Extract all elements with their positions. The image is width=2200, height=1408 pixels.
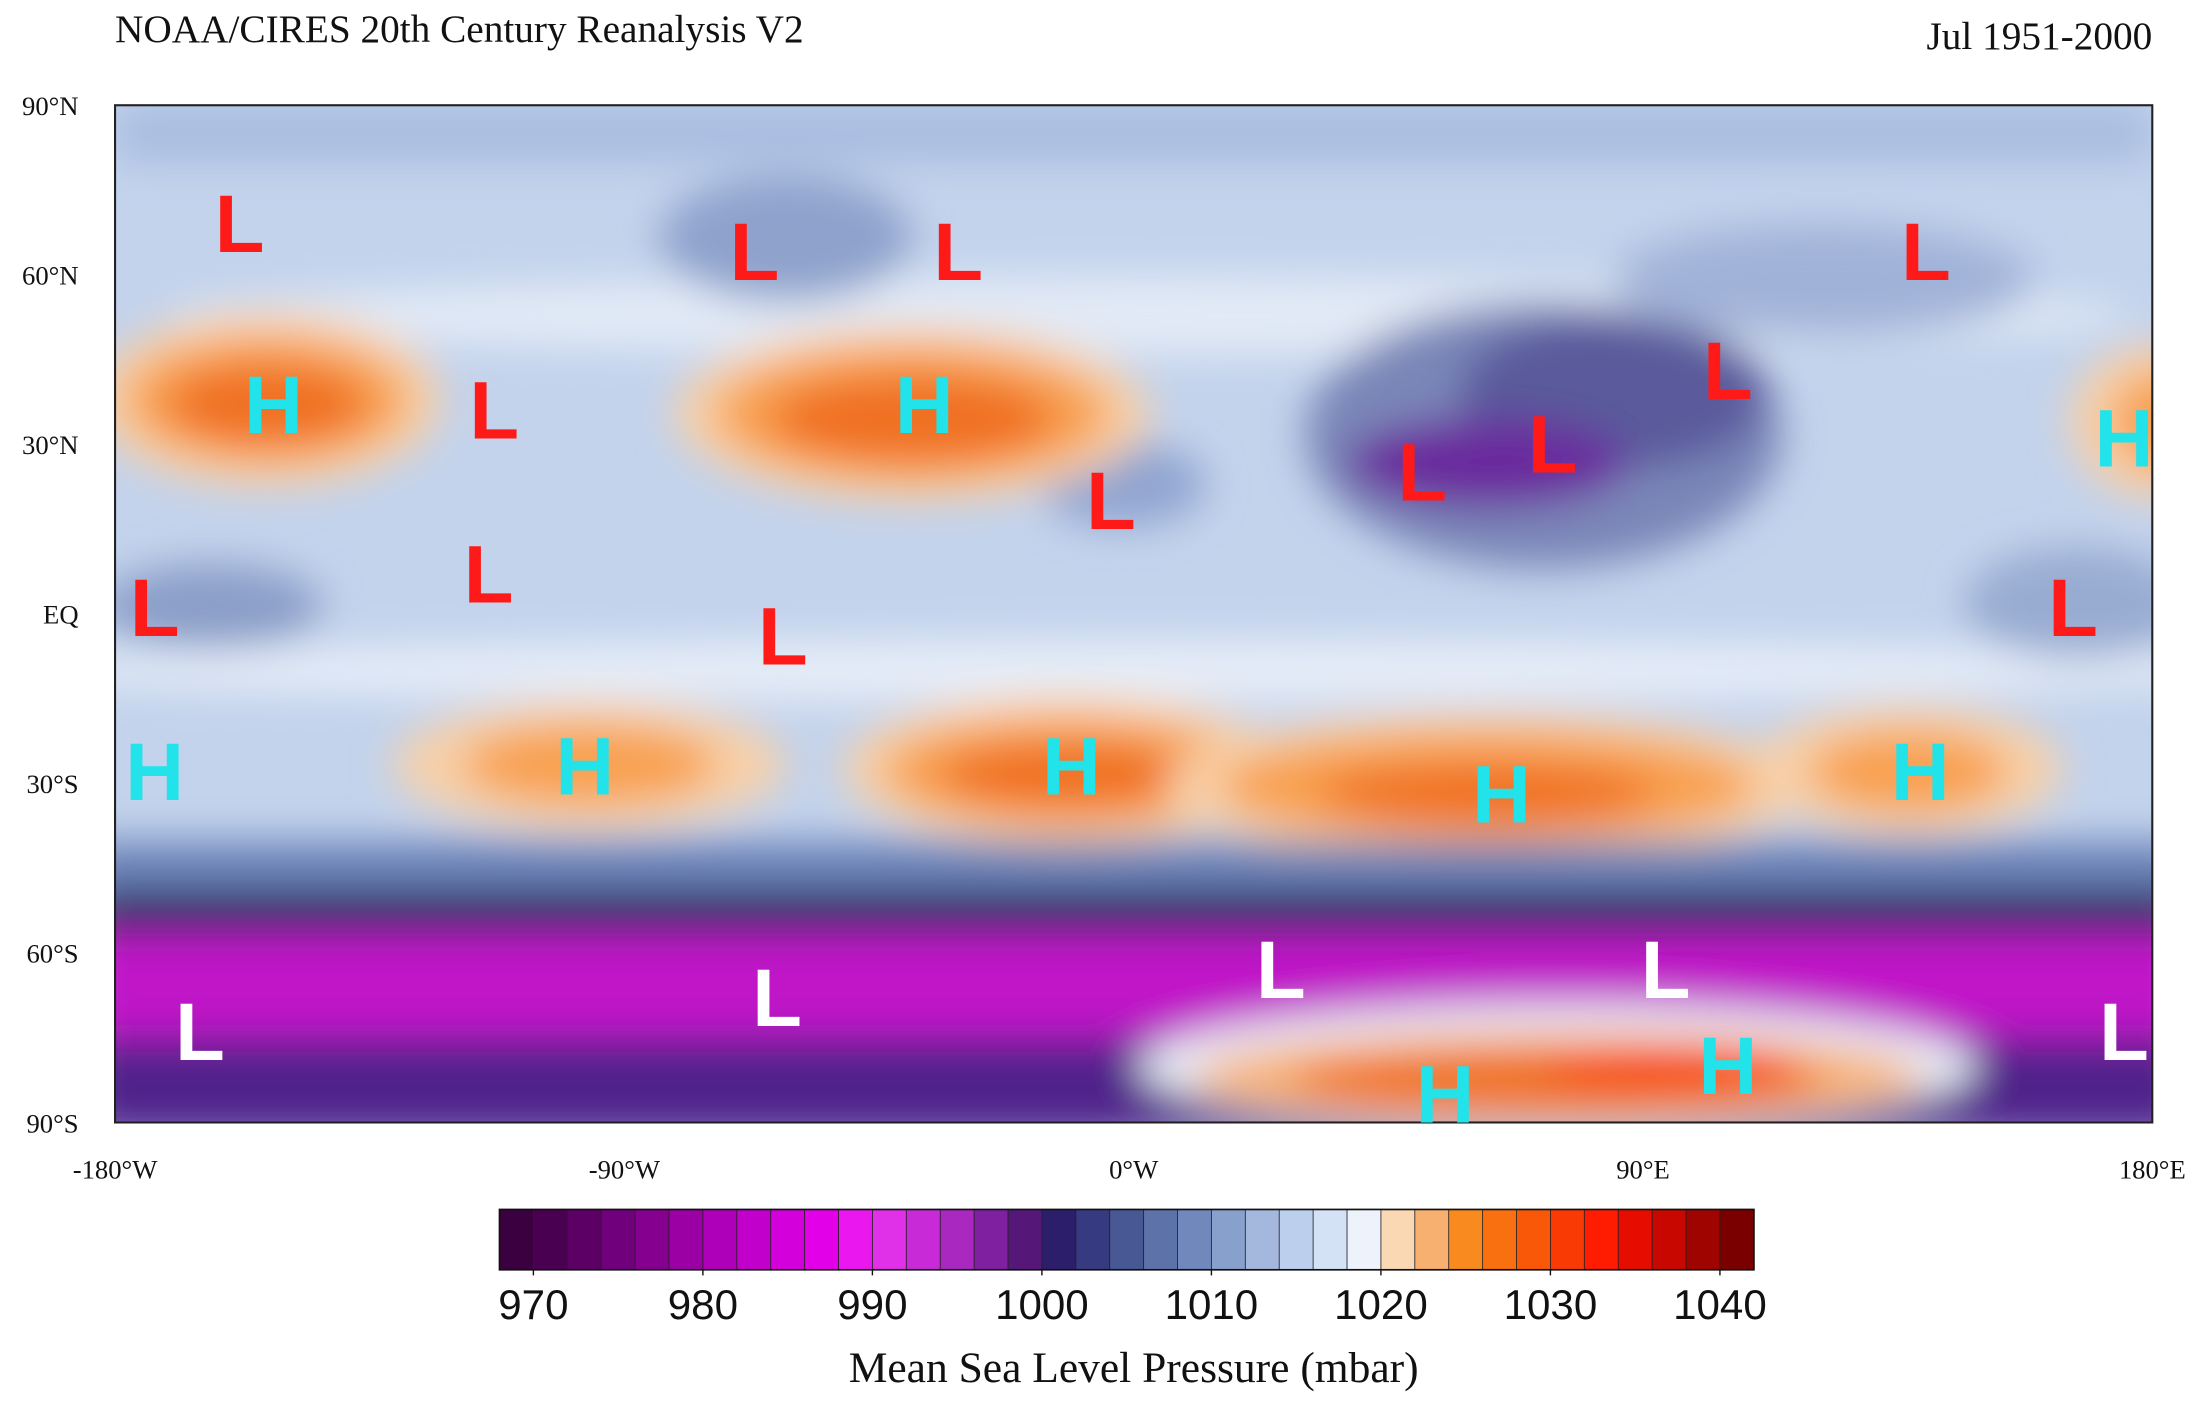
colorbar-box <box>905 1209 942 1271</box>
pressure-center: L <box>2099 987 2149 1078</box>
pressure-center: L <box>1086 456 1136 547</box>
colorbar-box <box>1482 1209 1518 1271</box>
pressure-center: H <box>2095 394 2154 485</box>
lon-label: -90°W <box>589 1155 661 1185</box>
colorbar-box <box>1651 1209 1687 1271</box>
lat-label: EQ <box>43 600 79 630</box>
pressure-center: H <box>244 360 303 451</box>
pressure-center: L <box>1703 326 1753 417</box>
colorbar-box <box>1380 1209 1416 1271</box>
pressure-center: L <box>1528 399 1578 490</box>
pressure-center: H <box>1891 727 1950 818</box>
colorbar-label: Mean Sea Level Pressure (mbar) <box>849 1344 1419 1392</box>
colorbar-box <box>566 1209 603 1271</box>
colorbar-box <box>1210 1209 1247 1271</box>
colorbar-box <box>804 1209 840 1271</box>
pressure-center: L <box>1641 925 1691 1016</box>
colorbar-box <box>838 1209 874 1271</box>
lat-label: 60°S <box>26 939 78 969</box>
pressure-center: L <box>464 529 514 620</box>
lon-label: 0°W <box>1109 1155 1159 1185</box>
lat-label: 90°N <box>22 91 79 121</box>
pressure-center: H <box>1698 1021 1757 1112</box>
colorbar-tick-label: 990 <box>837 1281 907 1328</box>
pressure-center: H <box>1472 750 1531 841</box>
colorbar-box <box>1516 1209 1552 1271</box>
pressure-center: H <box>555 721 614 812</box>
lon-label: -180°W <box>73 1155 158 1185</box>
colorbar-box <box>1414 1209 1450 1271</box>
colorbar-box <box>1143 1209 1179 1271</box>
colorbar-box <box>939 1209 975 1271</box>
pressure-center: L <box>752 953 802 1044</box>
lon-label: 180°E <box>2119 1155 2186 1185</box>
colorbar-box <box>499 1209 535 1271</box>
lat-label: 30°N <box>22 430 79 460</box>
colorbar-box <box>1041 1209 1077 1271</box>
colorbar-tick-label: 1000 <box>995 1281 1089 1328</box>
pressure-field <box>115 105 2153 1123</box>
pressure-center: L <box>130 563 180 654</box>
colorbar-box <box>1719 1209 1755 1271</box>
colorbar-box <box>871 1209 908 1271</box>
colorbar-box <box>736 1209 772 1271</box>
colorbar-frame <box>498 1208 1755 1271</box>
colorbar-box <box>1685 1209 1721 1271</box>
map-labels: 90°N 60°N 30°N EQ 30°S 60°S 90°S -180°W -90°W 0°W… <box>22 91 2186 1185</box>
colorbar-box <box>1583 1209 1620 1271</box>
colorbar-box <box>1007 1209 1043 1271</box>
colorbar-tick-label: 1040 <box>1673 1281 1767 1328</box>
pressure-center: L <box>730 207 780 298</box>
lon-label: 90°E <box>1616 1155 1670 1185</box>
pressure-center: H <box>125 727 184 818</box>
colorbar-tick-label: 1010 <box>1165 1281 1259 1328</box>
pressure-center: L <box>215 179 265 270</box>
colorbar-tick-label: 980 <box>668 1281 738 1328</box>
colorbar-box <box>1278 1209 1314 1271</box>
lat-label: 60°N <box>22 261 79 291</box>
lat-label: 90°S <box>26 1108 78 1138</box>
colorbar-box <box>600 1209 636 1271</box>
pressure-center: H <box>895 360 954 451</box>
colorbar-box <box>1312 1209 1348 1271</box>
pressure-center: L <box>1901 207 1951 298</box>
colorbar-box <box>1346 1209 1382 1271</box>
colorbar-tick-label: 1030 <box>1504 1281 1598 1328</box>
colorbar-box <box>1109 1209 1145 1271</box>
pressure-center: L <box>1256 925 1306 1016</box>
lat-label: 30°S <box>26 769 78 799</box>
pressure-center: H <box>1416 1049 1475 1140</box>
pressure-center: L <box>2048 563 2098 654</box>
title: NOAA/CIRES 20th Century Reanalysis V2 <box>115 8 804 51</box>
colorbar-box <box>1448 1209 1484 1271</box>
colorbar-box <box>1244 1209 1281 1271</box>
colorbar-box <box>702 1209 738 1271</box>
colorbar-box <box>1177 1209 1213 1271</box>
colorbar-tick-label: 1020 <box>1334 1281 1428 1328</box>
colorbar-box <box>973 1209 1009 1271</box>
colorbar-box <box>1549 1209 1586 1271</box>
colorbar: 970 980 990 1000 1010 1020 1030 1040 <box>498 1208 1767 1328</box>
map-frame <box>113 104 2154 1124</box>
colorbar-box <box>634 1209 670 1271</box>
pressure-center: L <box>1397 428 1447 519</box>
pressure-center: L <box>933 207 983 298</box>
pressure-center: L <box>469 365 519 456</box>
pressure-center: L <box>758 592 808 683</box>
pressure-center: L <box>175 987 225 1078</box>
period: Jul 1951-2000 <box>1927 15 2153 58</box>
colorbar-box <box>668 1209 704 1271</box>
colorbar-tick-label: 970 <box>498 1281 568 1328</box>
colorbar-box <box>1075 1209 1111 1271</box>
colorbar-box <box>770 1209 806 1271</box>
colorbar-box <box>532 1209 569 1271</box>
colorbar-box <box>1617 1209 1653 1271</box>
pressure-center: H <box>1042 721 1101 812</box>
